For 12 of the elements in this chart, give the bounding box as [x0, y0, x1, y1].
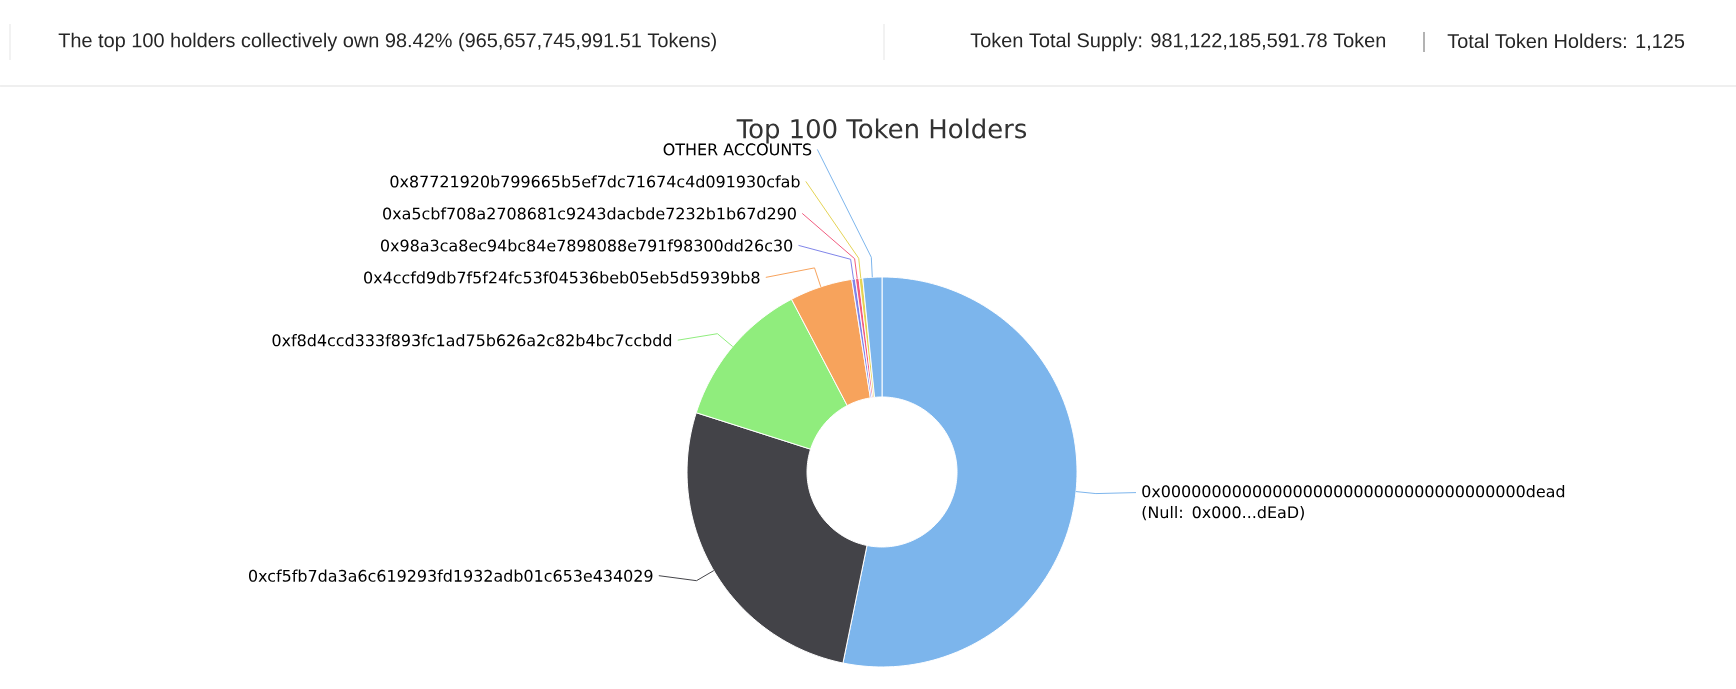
slice-label: 0x4ccfd9db7f5f24fc53f04536beb05eb5d5939bb8 — [364, 271, 760, 284]
slice-label: OTHER ACCOUNTS — [663, 143, 812, 156]
slice-label: 0x98a3ca8ec94bc84e7898088e791f98300dd26c30 — [380, 239, 793, 252]
text: The top 100 holders collectively own 98.42% (965,657,745,991.51 Tokens) — [58, 32, 716, 52]
chart-title: Top 100 Token Holders — [736, 118, 1027, 144]
slice-label: 0xcf5fb7da3a6c619293fd1932adb01c653e434029 — [248, 569, 653, 582]
slice-label: 0x87721920b799665b5ef7dc71674c4d091930cfab — [390, 175, 800, 188]
slice-label: 0xa5cbf708a2708681c9243dacbde7232b1b67d290 — [383, 207, 796, 220]
text: Token Total Supply: 981,122,185,591.78 Token — [970, 32, 1386, 52]
slice-label: 0xf8d4ccd333f893fc1ad75b626a2c82b4bc7ccbdd — [272, 334, 672, 347]
text: Total Token Holders: 1,125 — [1447, 33, 1685, 51]
slice-label: 0x000000000000000000000000000000000000dead (Null: 0x000...dEaD) — [1142, 485, 1565, 521]
